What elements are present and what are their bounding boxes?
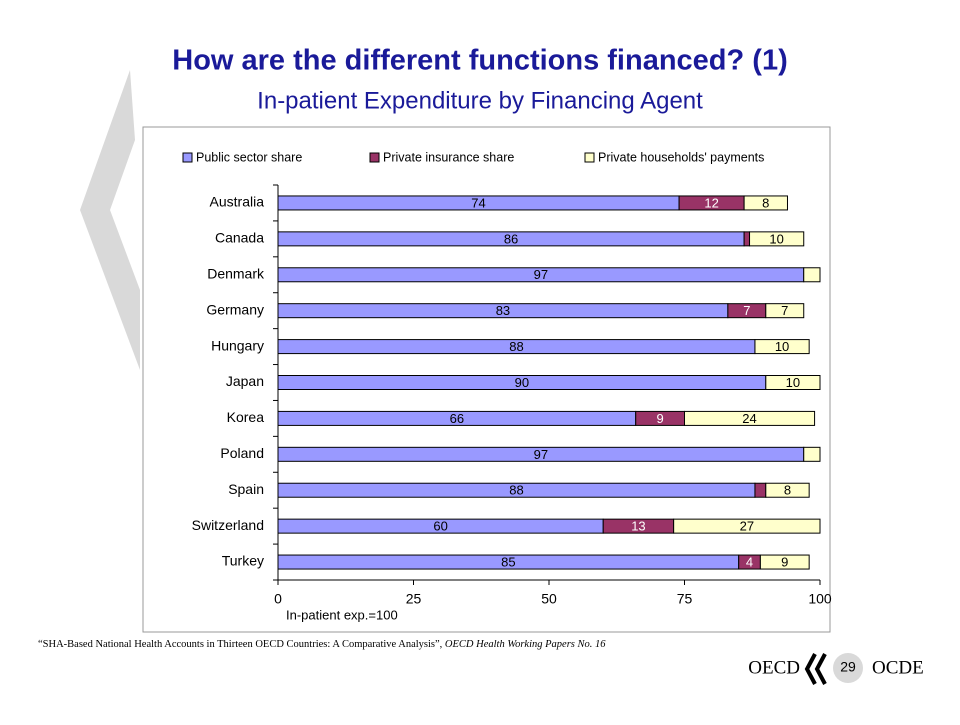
legend-swatch (182, 152, 193, 163)
data-label: 88 (509, 483, 523, 498)
x-tick-label: 75 (677, 591, 693, 607)
footnote-source: OECD Health Working Papers No. 16 (445, 639, 606, 650)
data-label: 12 (704, 195, 718, 210)
y-tick-label: Turkey (222, 553, 264, 569)
bar-segment (765, 303, 805, 319)
data-label: 10 (769, 231, 783, 246)
data-label: 74 (471, 195, 485, 210)
data-label: 90 (515, 375, 529, 390)
data-label: 97 (534, 447, 548, 462)
slide-subtitle: In-patient Expenditure by Financing Agen… (257, 87, 703, 114)
x-tick-label: 50 (541, 591, 557, 607)
y-tick-label: Korea (227, 409, 265, 425)
data-label: 97 (534, 267, 548, 282)
y-tick-label: Spain (228, 481, 264, 497)
logo-chevrons (804, 653, 827, 685)
x-axis-title: In-patient exp.=100 (286, 607, 398, 622)
data-label: 7 (743, 303, 750, 318)
legend-label: Public sector share (196, 150, 302, 164)
y-tick-label: Australia (210, 194, 265, 210)
legend-label: Private insurance share (383, 150, 514, 164)
page-number: 29 (840, 659, 856, 675)
data-label: 13 (631, 519, 645, 534)
data-label: 83 (496, 303, 510, 318)
data-label: 7 (781, 303, 788, 318)
bar-segment (754, 482, 767, 498)
data-label: 9 (781, 554, 788, 569)
data-label: 60 (433, 519, 447, 534)
data-label: 10 (786, 375, 800, 390)
legend-swatch (369, 152, 380, 163)
bar-segment (743, 231, 751, 247)
data-label: 10 (775, 339, 789, 354)
x-tick-label: 100 (808, 591, 832, 607)
legend-swatch (584, 152, 595, 163)
y-tick-label: Poland (220, 445, 264, 461)
page-number-badge (833, 653, 863, 683)
y-tick-label: Germany (206, 301, 264, 317)
bar-segment (754, 339, 810, 355)
data-label: 4 (746, 554, 753, 569)
bar-segment (743, 195, 788, 211)
x-tick-label: 0 (274, 591, 282, 607)
data-label: 8 (784, 483, 791, 498)
data-label: 85 (501, 554, 515, 569)
bar-segment (673, 518, 821, 534)
bar-segment (803, 267, 821, 283)
y-tick-label: Hungary (211, 337, 264, 353)
logo-text: OCDE (872, 657, 924, 678)
y-tick-label: Denmark (207, 265, 265, 281)
bar-segment (765, 482, 810, 498)
y-tick-label: Japan (226, 373, 264, 389)
data-label: 88 (509, 339, 523, 354)
logo-text: OECD (748, 657, 800, 678)
data-label: 9 (656, 411, 663, 426)
data-label: 8 (762, 195, 769, 210)
y-tick-label: Switzerland (192, 517, 264, 533)
y-tick-label: Canada (215, 230, 264, 246)
footnote-text: “SHA-Based National Health Accounts in T… (38, 639, 445, 650)
legend-label: Private households' payments (598, 150, 764, 164)
bar-segment (749, 231, 805, 247)
footnote: “SHA-Based National Health Accounts in T… (38, 639, 606, 650)
data-label: 86 (504, 231, 518, 246)
decor-chevron (80, 70, 140, 370)
bar-segment (765, 375, 821, 390)
data-label: 27 (740, 519, 754, 534)
bar-segment (803, 446, 821, 462)
x-tick-label: 25 (406, 591, 422, 607)
data-label: 66 (450, 411, 464, 426)
data-label: 24 (742, 411, 756, 426)
bar-segment (759, 554, 810, 570)
bar-segment (684, 410, 816, 426)
slide-title: How are the different functions financed… (172, 45, 788, 77)
